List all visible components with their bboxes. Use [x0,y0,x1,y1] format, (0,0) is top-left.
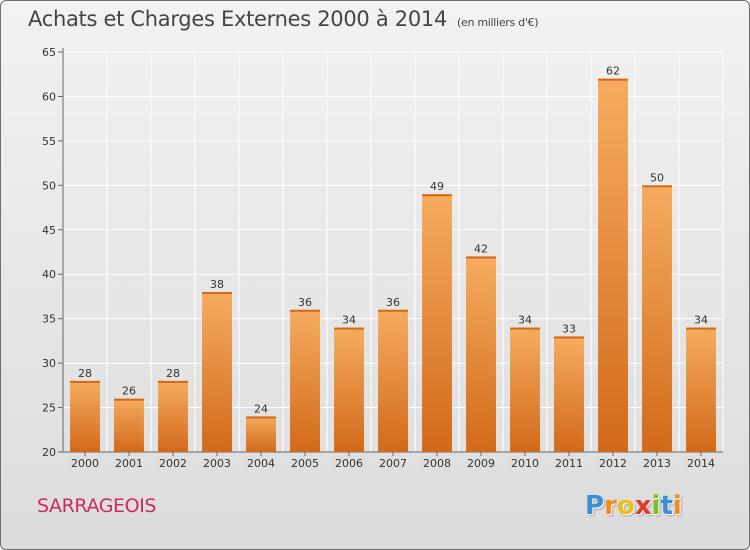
y-tick-label: 50 [42,179,56,192]
bar [158,380,188,452]
y-tick-label: 65 [42,46,56,59]
bar [422,194,452,452]
bar [642,185,672,453]
bar [70,380,100,452]
x-tick-label: 2012 [599,457,627,470]
bar-top-edge [554,336,584,339]
y-tick-label: 60 [42,90,56,103]
y-tick-label: 40 [42,268,56,281]
bar-top-edge [70,380,100,383]
town-name: SARRAGEOIS [37,495,157,517]
bar [334,327,364,452]
bar-value-label: 42 [474,242,488,255]
bar-value-label: 50 [650,171,664,184]
y-tick-label: 55 [42,135,56,148]
bar [510,327,540,452]
bar-top-edge [202,292,232,294]
bar-top-edge [466,256,496,259]
logo-letter: r [604,491,617,521]
bar-value-label: 36 [386,296,400,309]
x-tick-label: 2014 [687,457,715,470]
x-tick-label: 2004 [247,457,275,470]
labels: 28 2000 26 2001 28 2002 38 2003 24 2004 36 2005 34 20… [71,65,715,470]
bar-value-label: 36 [298,296,312,309]
chart-title: Achats et Charges Externes 2000 à 2014 (e… [28,7,539,31]
x-tick-label: 2013 [643,457,671,470]
bars [70,78,716,453]
bar-value-label: 34 [694,314,708,327]
proxiti-logo[interactable]: Proxiti [585,491,682,521]
x-tick-label: 2003 [203,457,231,470]
bar [246,416,276,452]
chart-unit: (en milliers d'€) [457,16,539,29]
bar [554,336,584,452]
bar-value-label: 28 [78,367,92,380]
bar [290,309,320,452]
bar [114,398,144,452]
bar-value-label: 28 [166,367,180,380]
bar-value-label: 34 [342,314,356,327]
x-tick-label: 2011 [555,457,583,470]
bar-top-edge [378,309,408,312]
x-tick-label: 2006 [335,457,363,470]
logo-letter: P [585,491,605,521]
bar-top-edge [290,309,320,312]
chart-title-text: Achats et Charges Externes 2000 à 2014 [28,7,448,31]
bar-top-edge [246,416,276,419]
y-tick-label: 35 [42,313,56,326]
bar-value-label: 49 [430,180,444,193]
bar-top-edge [686,327,716,330]
bar [466,256,496,452]
bar [378,309,408,452]
x-tick-label: 2009 [467,457,495,470]
bar-value-label: 24 [254,402,268,415]
x-tick-label: 2007 [379,457,407,470]
x-tick-label: 2002 [159,457,187,470]
bar-top-edge [642,185,672,188]
bar-top-edge [510,327,540,330]
bar [686,327,716,452]
bar-top-edge [158,380,188,383]
bar-top-edge [334,327,364,330]
x-tick-label: 2008 [423,457,451,470]
bar-value-label: 38 [210,278,224,291]
bar [598,78,628,453]
x-tick-label: 2005 [291,457,319,470]
logo-letter: i [672,491,682,521]
logo-letter: t [660,491,673,521]
x-tick-label: 2000 [71,457,99,470]
bar-top-edge [114,398,144,401]
x-tick-label: 2010 [511,457,539,470]
logo-letter: o [616,491,635,521]
y-tick-label: 20 [42,446,56,459]
y-tick-label: 45 [42,224,56,237]
bar-top-edge [422,194,452,197]
logo-letter: x [634,491,652,521]
y-tick-label: 30 [42,357,56,370]
bar-value-label: 62 [606,65,620,78]
bar-value-label: 26 [122,385,136,398]
bar [202,292,232,452]
logo-letter: i [651,491,661,521]
y-tick-label: 25 [42,402,56,415]
bar-value-label: 34 [518,314,532,327]
x-tick-label: 2001 [115,457,143,470]
bar-value-label: 33 [562,322,576,335]
bar-top-edge [598,78,628,81]
